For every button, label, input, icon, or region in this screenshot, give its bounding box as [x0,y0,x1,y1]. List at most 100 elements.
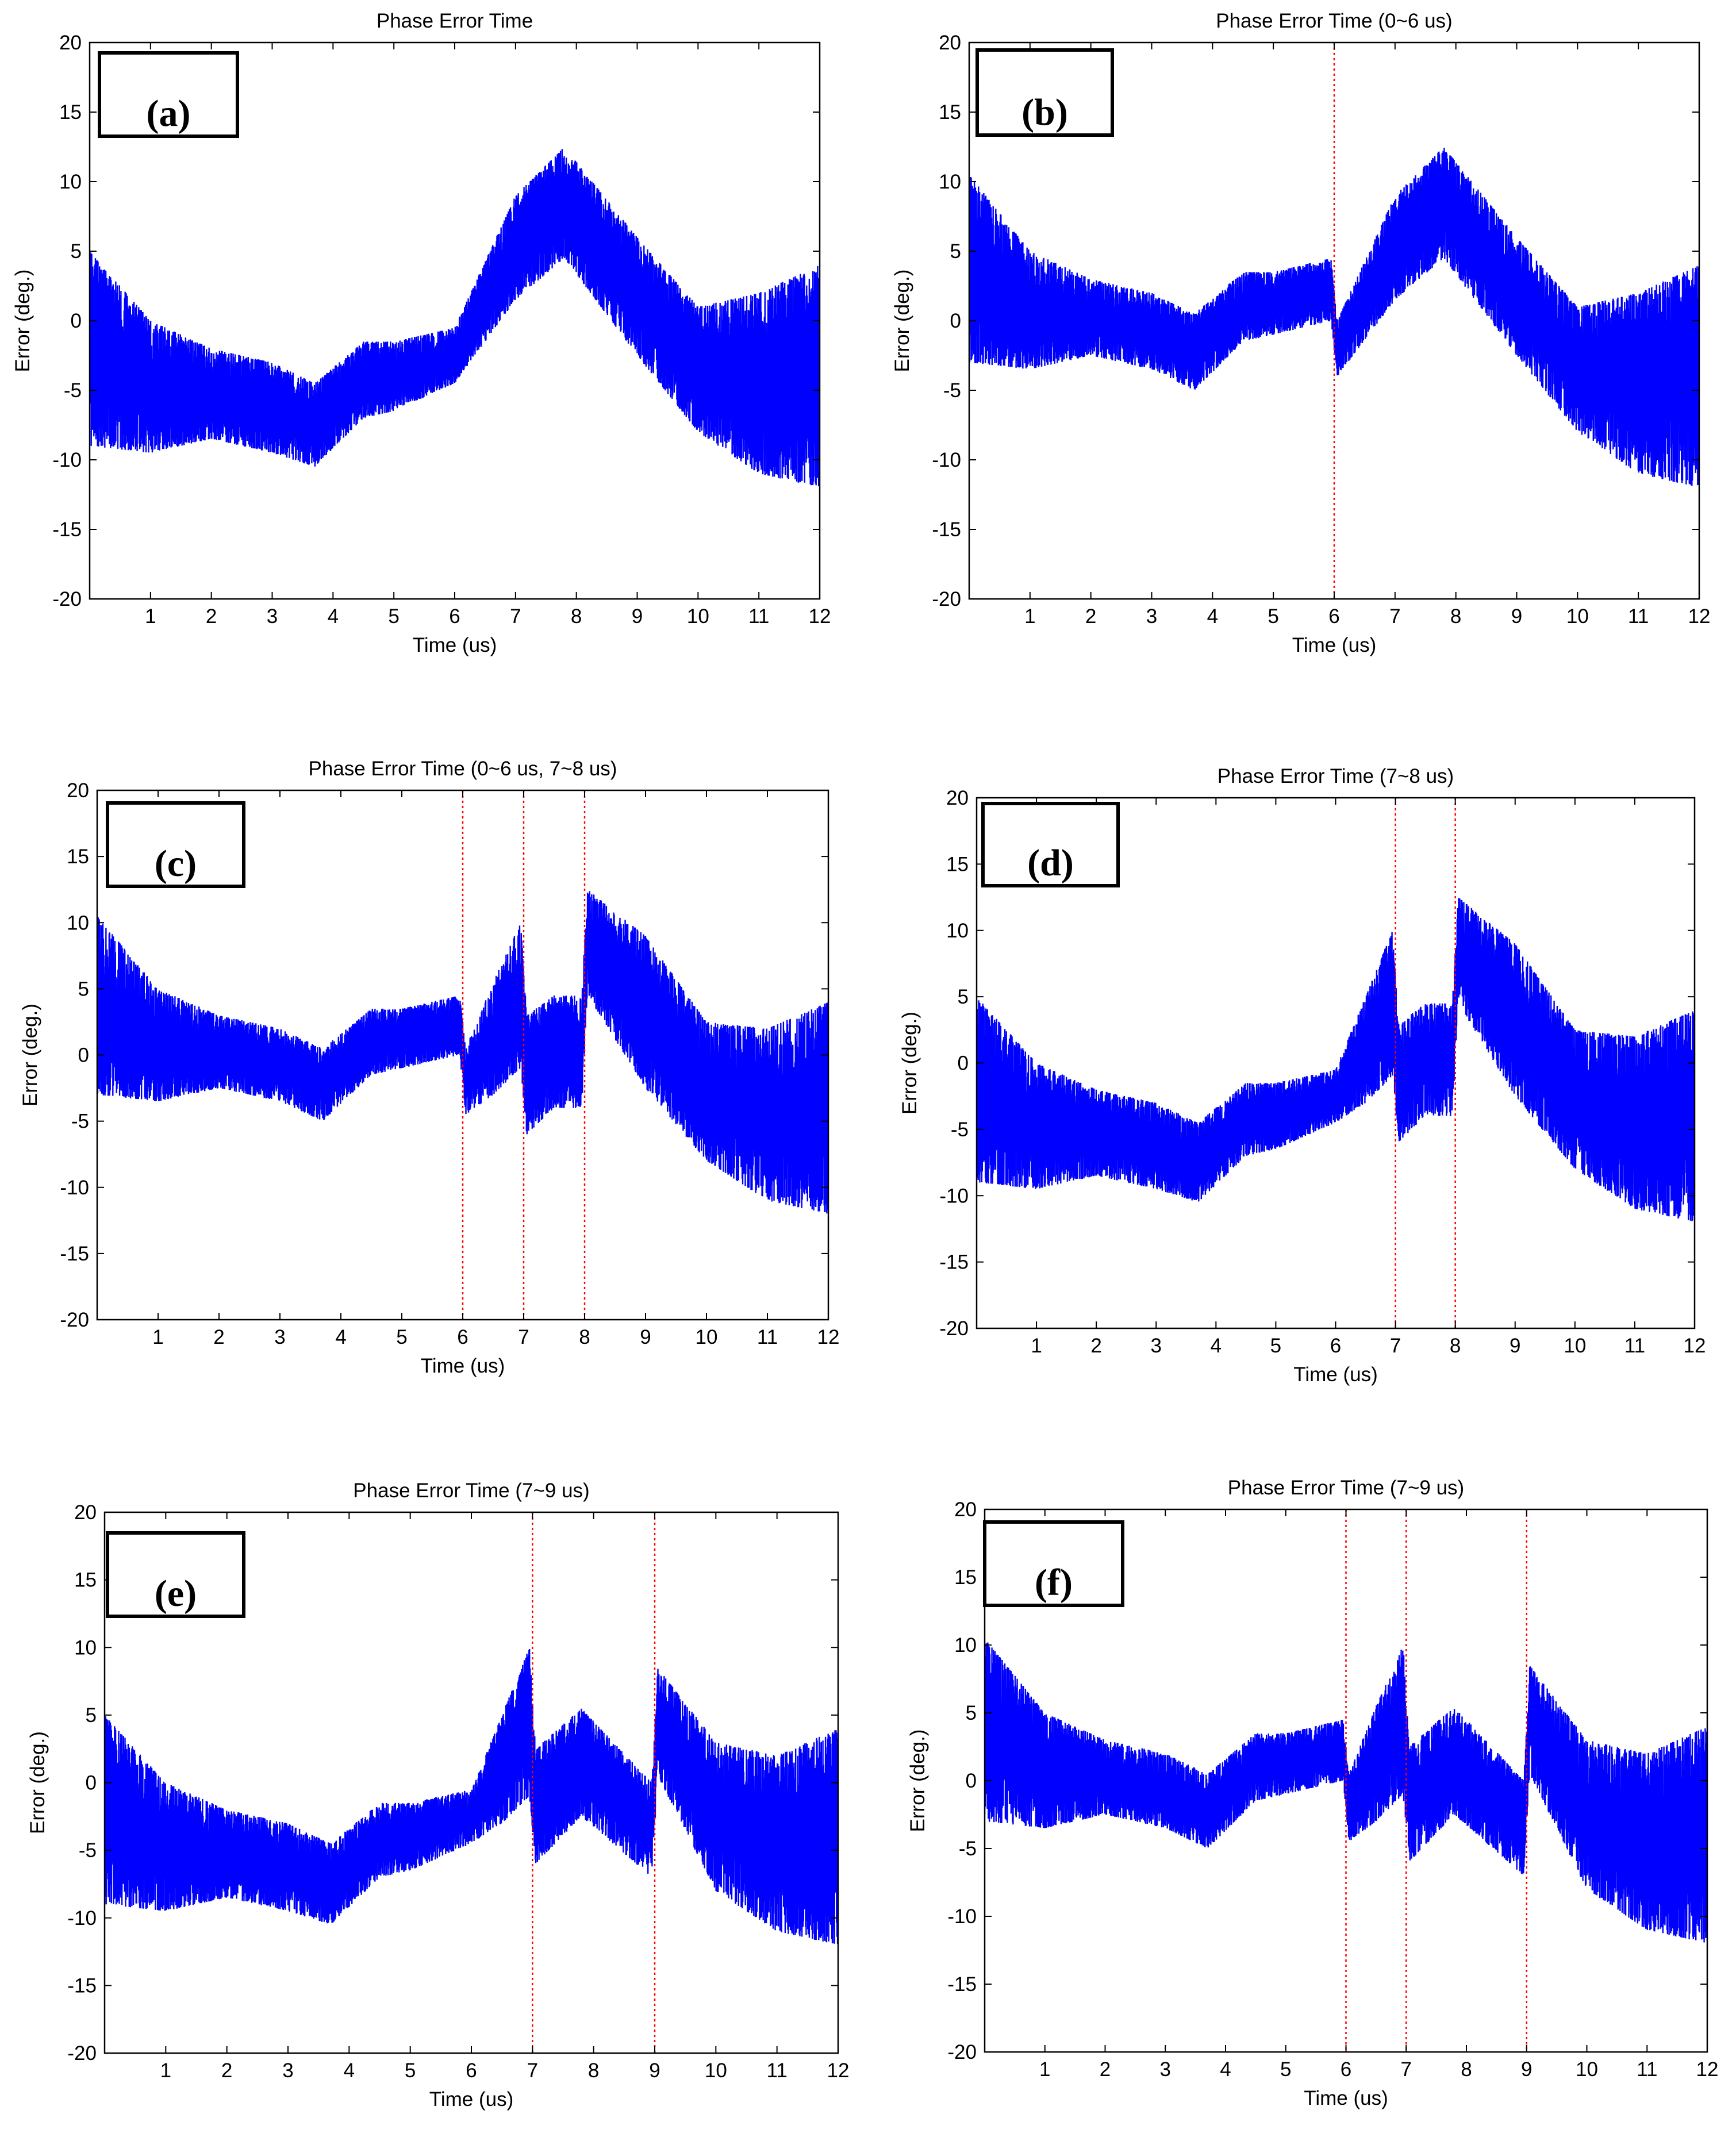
x-tick-label: 5 [1268,605,1278,628]
x-tick-label: 11 [1637,2058,1657,2081]
y-tick-label: -15 [60,1243,89,1265]
panel-b: Phase Error Time (0~6 us)1 2 3 4 5 6 7 8 9 10 11 12… [891,10,1710,656]
y-tick-label: 10 [946,920,969,942]
y-tick-label: 15 [939,101,961,124]
x-tick-label: 7 [1389,605,1400,628]
x-axis-label: Time (us) [421,1355,505,1377]
x-tick-label: 8 [588,2059,599,2082]
y-tick-label: -5 [79,1839,97,1862]
y-tick-label: -10 [939,1185,969,1207]
x-tick-label: 9 [1511,605,1522,628]
x-tick-label: 6 [449,605,460,628]
x-tick-label: 8 [1450,1335,1461,1357]
y-tick-label: 0 [966,1770,977,1792]
y-tick-label: -5 [959,1838,977,1860]
y-tick-label: -15 [67,1974,97,1997]
x-tick-label: 12 [809,605,831,628]
x-tick-label: 2 [213,1326,224,1348]
x-tick-label: 3 [1160,2058,1171,2081]
x-tick-label: 2 [1100,2058,1111,2081]
x-tick-label: 6 [1341,2058,1351,2081]
x-tick-label: 7 [518,1326,529,1348]
y-tick-label: -5 [71,1110,89,1133]
x-tick-label: 8 [1450,605,1461,628]
x-tick-label: 8 [1461,2058,1472,2081]
x-tick-label: 10 [705,2059,727,2082]
y-axis-label: Error (deg.) [19,1004,41,1106]
x-tick-label: 6 [1328,605,1339,628]
y-tick-label: 0 [71,310,82,332]
x-tick-label: 12 [1688,605,1711,628]
panel-f: Phase Error Time (7~9 us)1 2 3 4 5 6 7 8 9 10 11 12… [907,1477,1718,2109]
x-tick-label: 6 [457,1326,468,1348]
y-tick-label: -10 [947,1905,977,1928]
y-tick-label: -10 [60,1177,89,1199]
x-tick-label: 12 [1696,2058,1719,2081]
x-tick-label: 2 [1085,605,1096,628]
x-tick-label: 1 [1039,2058,1050,2081]
x-tick-label: 5 [396,1326,407,1348]
y-tick-label: 15 [954,1566,977,1589]
y-tick-label: -5 [943,379,961,402]
panel-label: (c) [155,843,197,885]
x-tick-label: 10 [687,605,709,628]
y-tick-label: 5 [86,1704,97,1727]
x-tick-label: 3 [267,605,278,628]
y-tick-label: 20 [67,779,89,802]
y-tick-label: 20 [59,32,82,54]
x-tick-label: 10 [696,1326,718,1348]
y-tick-label: 20 [939,32,961,54]
x-tick-label: 1 [160,2059,171,2082]
x-tick-label: 4 [1207,605,1218,628]
y-axis-label: Error (deg.) [11,270,34,372]
y-tick-label: -10 [932,449,961,471]
y-tick-label: 20 [74,1501,97,1524]
y-tick-label: 10 [59,171,82,193]
y-axis-label: Error (deg.) [891,270,913,372]
x-tick-label: 12 [1684,1335,1706,1357]
x-tick-label: 11 [766,2059,787,2082]
x-axis-label: Time (us) [1293,1363,1377,1386]
x-tick-label: 7 [1401,2058,1412,2081]
y-tick-label: 5 [966,1702,977,1724]
panel-e: Phase Error Time (7~9 us)1 2 3 4 5 6 7 8 9 10 11 12… [26,1479,849,2111]
phase-error-series [97,891,828,1214]
y-tick-label: 10 [954,1634,977,1657]
x-tick-label: 9 [1521,2058,1532,2081]
x-tick-label: 10 [1564,1335,1586,1357]
y-tick-label: -15 [52,518,82,541]
panel-label-box [106,801,245,888]
x-tick-label: 11 [757,1326,778,1348]
panel-label: (e) [155,1573,197,1615]
x-tick-label: 3 [1151,1335,1162,1357]
chart-title: Phase Error Time (0~6 us, 7~8 us) [309,758,617,780]
y-tick-label: 0 [958,1052,969,1075]
panel-label-box [975,48,1114,137]
y-tick-label: -15 [932,518,961,541]
x-tick-label: 9 [632,605,643,628]
x-tick-label: 5 [405,2059,416,2082]
y-tick-label: 5 [78,978,89,1000]
x-tick-label: 8 [579,1326,590,1348]
x-tick-label: 4 [335,1326,346,1348]
x-axis-label: Time (us) [413,634,497,656]
y-axis-label: Error (deg.) [907,1730,929,1832]
y-tick-label: 20 [954,1498,977,1521]
chart-title: Phase Error Time (7~8 us) [1217,765,1454,787]
x-tick-label: 5 [1280,2058,1291,2081]
y-axis-label: Error (deg.) [26,1731,49,1834]
y-tick-label: 5 [950,240,961,263]
x-tick-label: 10 [1566,605,1589,628]
y-tick-label: -5 [951,1119,969,1141]
x-tick-label: 5 [388,605,399,628]
x-tick-label: 3 [274,1326,285,1348]
x-tick-label: 4 [1220,2058,1231,2081]
y-tick-label: -20 [67,2042,97,2065]
panel-label-box [981,802,1120,887]
x-tick-label: 9 [649,2059,660,2082]
x-tick-label: 6 [466,2059,477,2082]
x-tick-label: 11 [1624,1335,1645,1357]
y-tick-label: -10 [67,1907,97,1930]
